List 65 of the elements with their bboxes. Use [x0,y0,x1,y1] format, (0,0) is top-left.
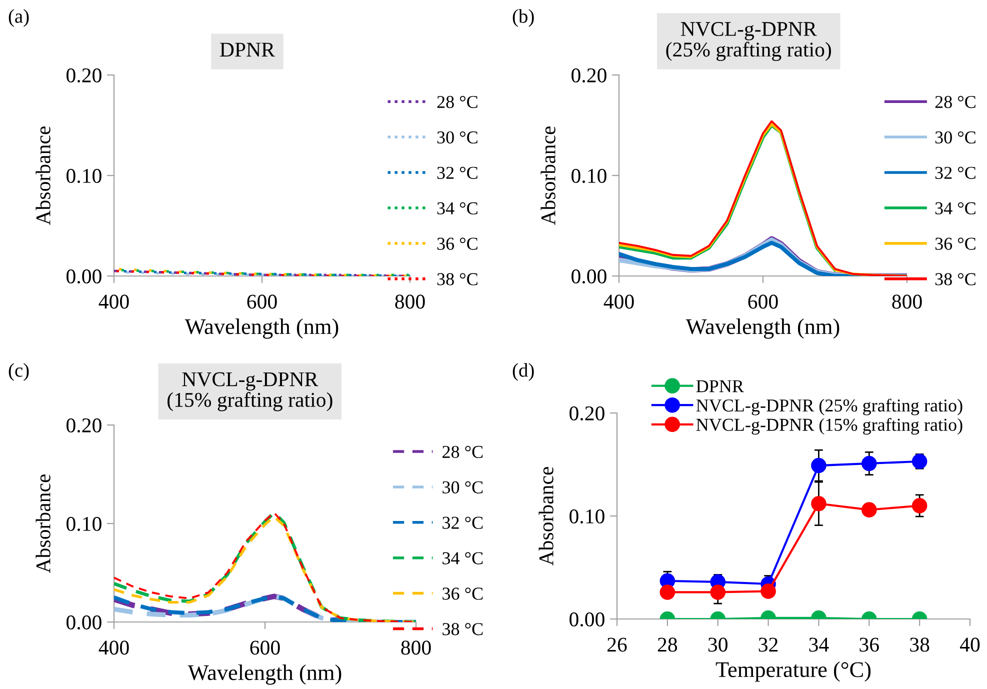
text: (a) [8,9,29,27]
x-tick-label: 40 [960,638,980,652]
y-tick-label: 0.20 [570,406,604,421]
legend-label: 38 °C [442,623,483,636]
legend-label: NVCL-g-DPNR (15% grafting ratio) [696,418,962,435]
legend-label: DPNR [696,380,744,392]
legend-label: 28 °C [437,96,478,108]
chart-title: DPNR [220,42,275,57]
legend-label: 36 °C [442,588,483,600]
legend-label: 32 °C [437,166,478,179]
x-tick-label: 400 [604,294,634,309]
y-tick-label: 0.20 [66,68,102,83]
legend-label: 30 °C [442,481,483,494]
y-axis-title: Absorbance [36,474,50,574]
legend-label: 32 °C [935,166,976,179]
x-tick-label: 30 [708,638,728,652]
x-axis-title: Temperature (°C) [716,662,871,682]
legend-label: 36 °C [437,238,478,250]
x-tick-label: 32 [758,638,778,652]
y-axis-title: Absorbance [538,466,554,566]
x-tick-label: 600 [250,640,280,655]
x-tick-label: 36 [860,638,879,652]
x-tick-label: 800 [892,294,922,309]
x-tick-label: 34 [809,638,829,652]
legend-label: 30 °C [437,131,478,144]
x-tick-label: 38 [910,638,930,652]
x-axis-title: Wavelength (nm) [686,318,840,339]
x-tick-label: 600 [748,294,778,309]
legend-label: 28 °C [935,96,976,108]
x-axis-title: Wavelength (nm) [184,318,338,339]
x-tick-label: 26 [608,638,627,652]
text: (c) [8,363,29,381]
legend-label: 28 °C [442,446,483,458]
y-tick-label: 0.10 [66,516,102,532]
x-tick-label: 28 [658,638,678,652]
y-tick-label: 0.10 [572,168,606,184]
legend-label: 34 °C [437,202,478,214]
legend-label: 34 °C [442,552,483,564]
legend-label: 32 °C [442,516,483,529]
y-axis-title: Absorbance [36,126,50,226]
legend-label: 38 °C [437,273,478,286]
y-tick-label: 0.00 [66,269,102,284]
text: (d) [512,363,534,381]
legend-label: 36 °C [935,238,976,250]
y-tick-label: 0.00 [570,612,604,627]
x-tick-label: 600 [247,294,277,309]
y-tick-label: 0.20 [572,68,606,83]
x-tick-label: 400 [98,640,129,655]
y-tick-label: 0.00 [572,269,606,284]
legend-label: 34 °C [935,202,976,214]
y-tick-label: 0.10 [66,168,102,184]
x-axis-title: Wavelength (nm) [188,664,342,685]
text: (b) [512,9,534,27]
x-tick-label: 800 [395,294,425,309]
x-tick-label: 800 [401,640,431,655]
legend-label: 38 °C [935,273,976,286]
y-tick-label: 0.10 [570,509,604,524]
chart-title: NVCL-g-DPNR (15% grafting ratio) [168,372,332,412]
x-tick-label: 400 [98,294,129,309]
y-tick-label: 0.20 [66,418,102,433]
y-tick-label: 0.00 [66,615,102,630]
legend-label: 30 °C [935,131,976,144]
legend-label: NVCL-g-DPNR (25% grafting ratio) [696,398,962,416]
y-axis-title: Absorbance [540,126,556,226]
chart-title: NVCL-g-DPNR (25% grafting ratio) [666,22,831,61]
